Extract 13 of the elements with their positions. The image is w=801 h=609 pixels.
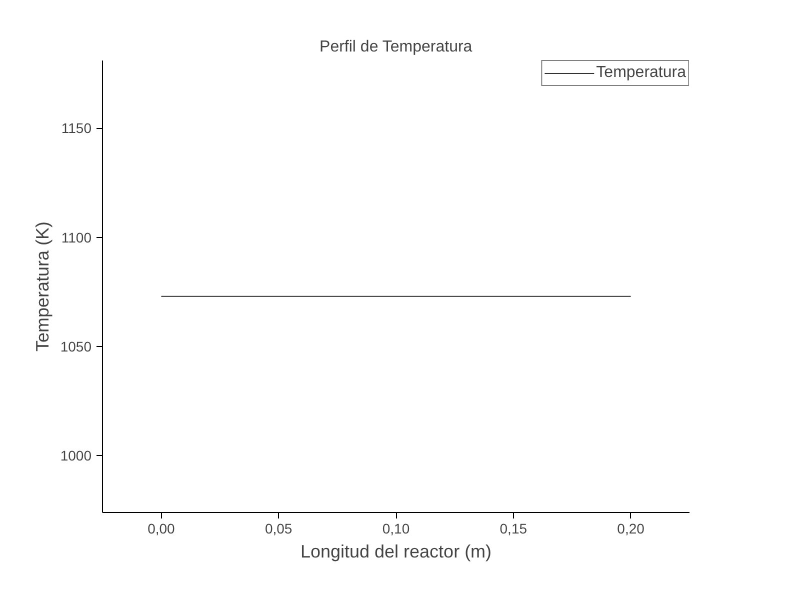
x-tick-label: 0,20 (617, 520, 645, 536)
legend-label: Temperatura (596, 64, 686, 82)
x-tick-label: 0,10 (382, 520, 410, 536)
x-tick-label: 0,00 (148, 520, 176, 536)
chart-title: Perfil de Temperatura (320, 38, 472, 56)
y-axis-title: Temperatura (K) (32, 221, 52, 352)
x-tick-label: 0,15 (500, 520, 528, 536)
y-tick-label: 1050 (60, 338, 92, 355)
x-tick-label: 0,05 (264, 520, 292, 536)
y-tick-label: 1150 (61, 120, 92, 136)
y-tick-label: 1100 (61, 229, 92, 246)
x-axis-title: Longitud del reactor (m) (300, 542, 492, 562)
y-tick-label: 1000 (60, 448, 92, 464)
